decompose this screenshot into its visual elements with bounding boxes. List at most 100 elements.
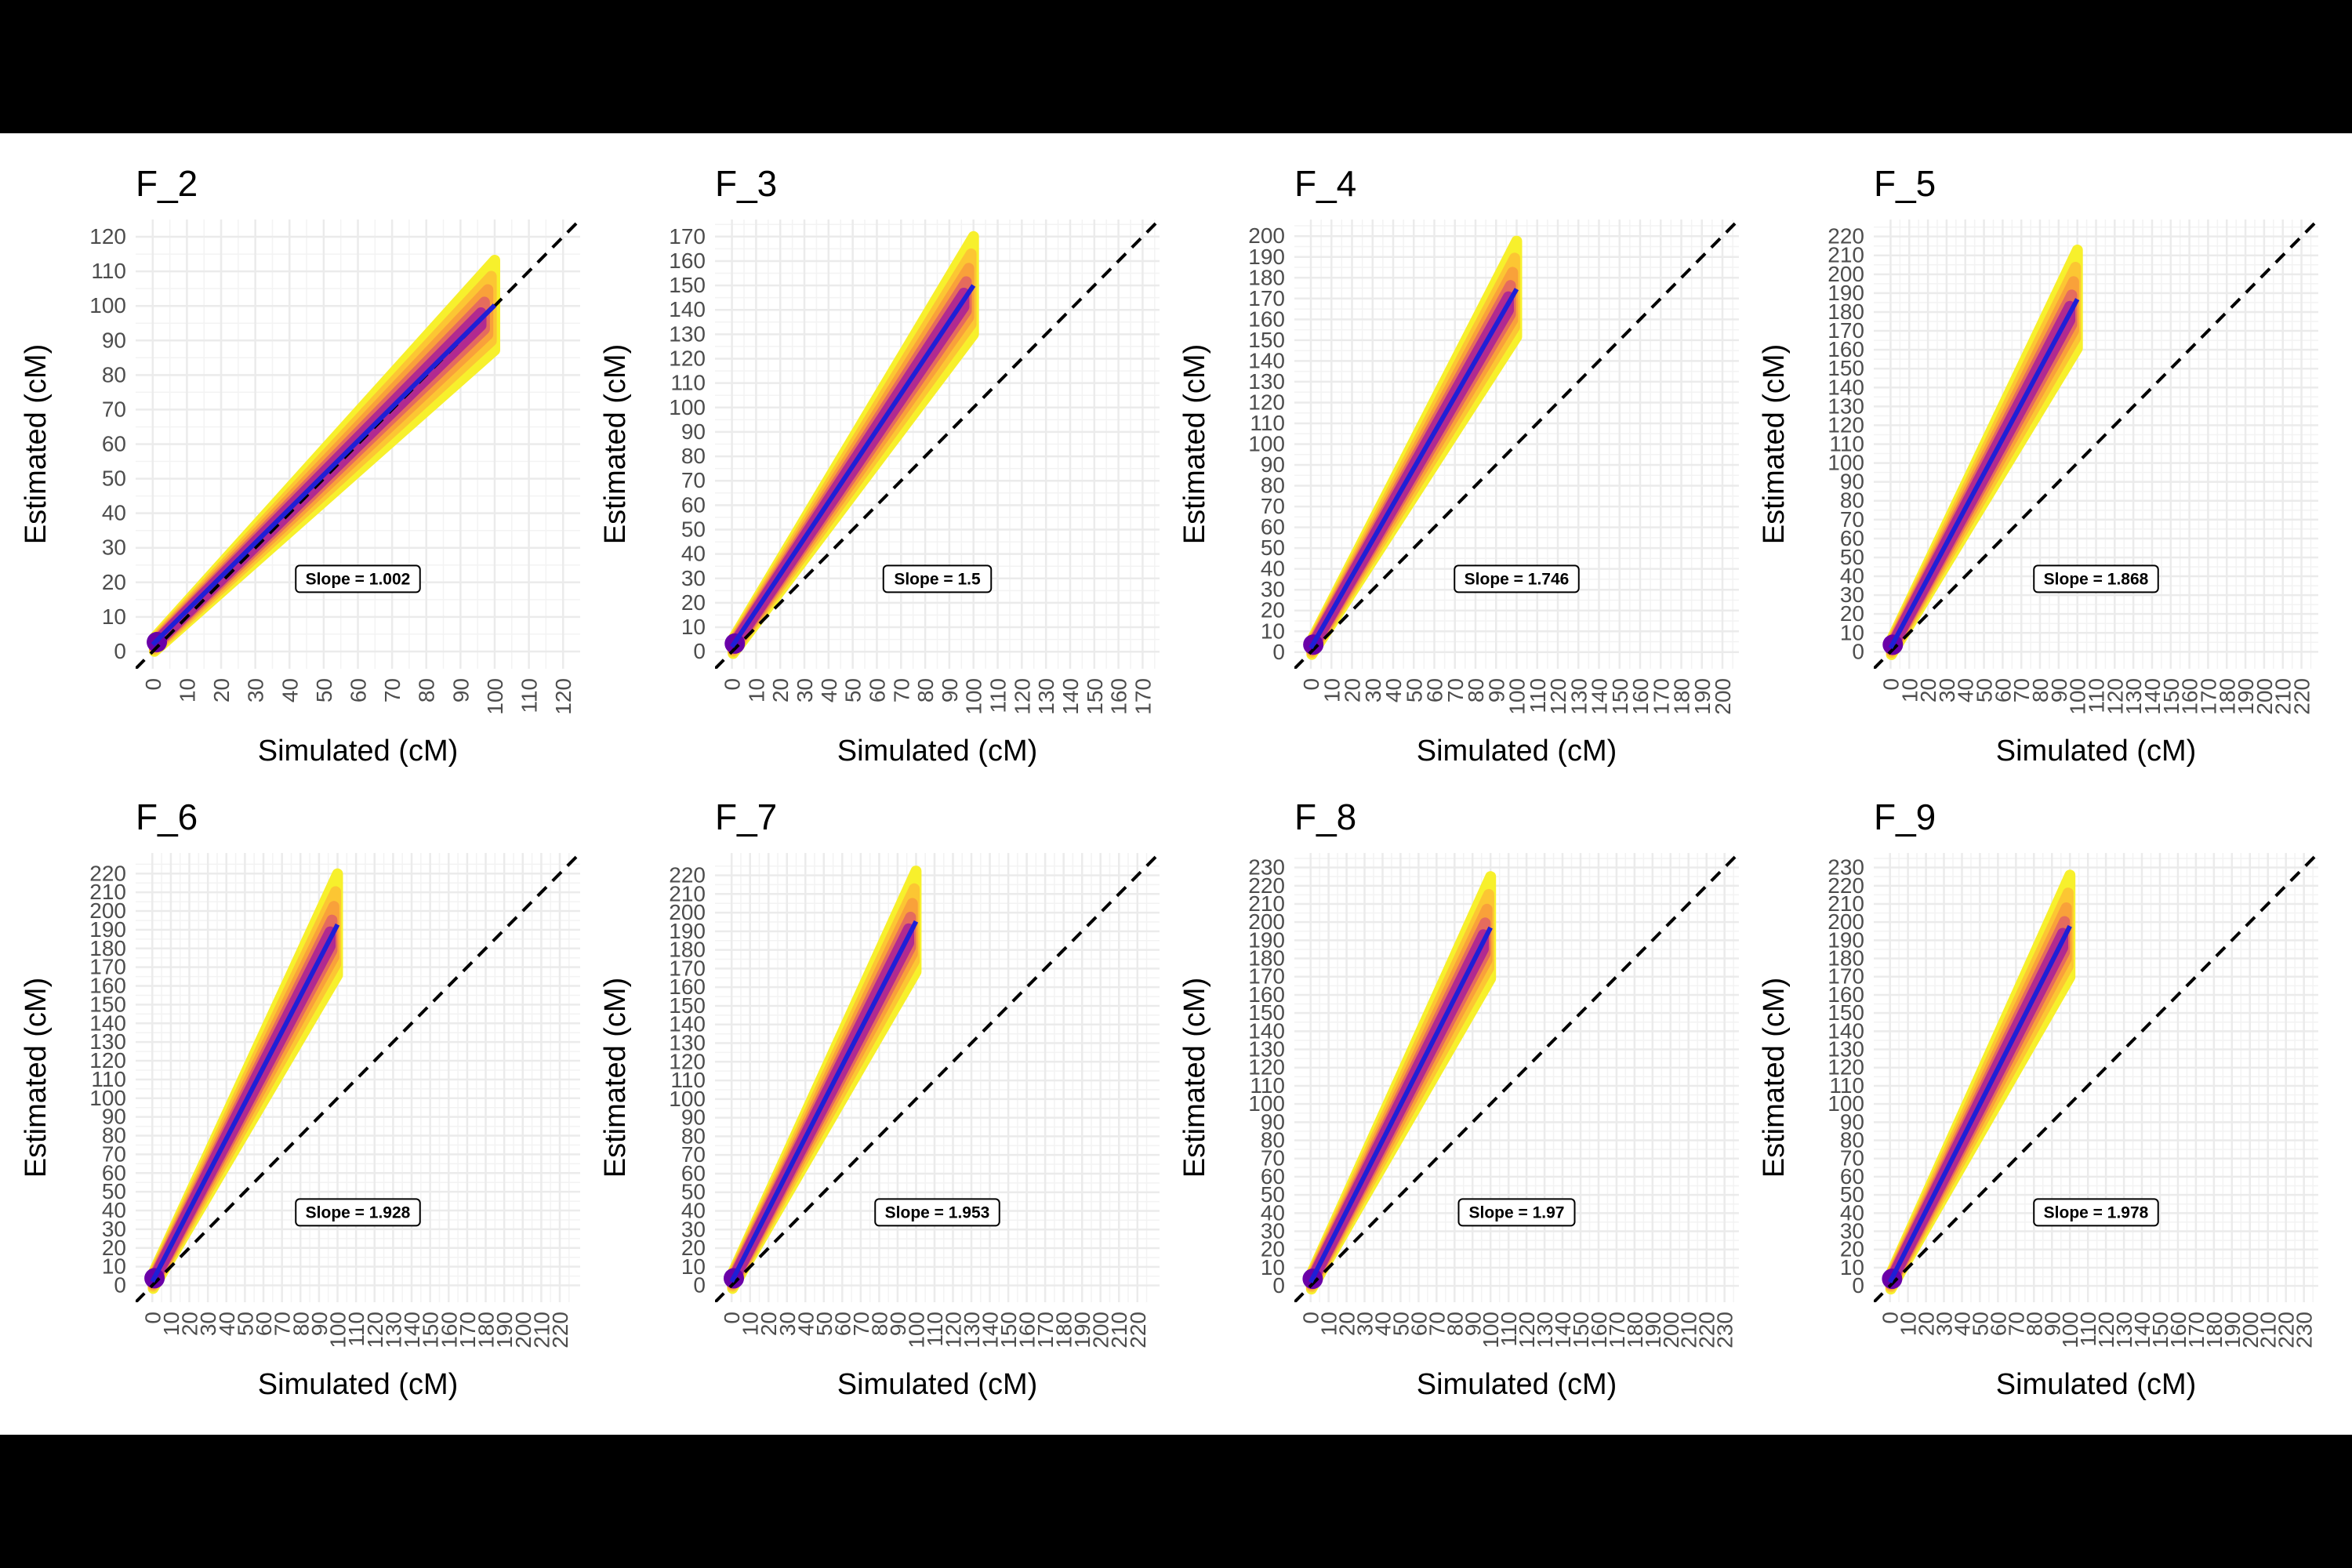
y-tick-label: 100 bbox=[89, 1086, 126, 1110]
x-tick-label: 10 bbox=[744, 678, 768, 702]
y-tick-label: 70 bbox=[1840, 507, 1864, 532]
y-tick-label: 40 bbox=[681, 542, 706, 566]
y-tick-label: 120 bbox=[1248, 1055, 1285, 1080]
y-tick-label: 70 bbox=[102, 397, 126, 421]
x-tick-label: 180 bbox=[1670, 678, 1694, 715]
panel-F_6: Slope = 1.928010203040506070809010011012… bbox=[20, 797, 580, 1401]
y-tick-label: 150 bbox=[1248, 328, 1285, 352]
x-tick-label: 170 bbox=[1131, 678, 1155, 715]
y-tick-label: 200 bbox=[1828, 262, 1864, 286]
y-axis-title: Estimated (cM) bbox=[599, 978, 632, 1178]
y-tick-label: 220 bbox=[1828, 224, 1864, 249]
x-tick-label: 50 bbox=[812, 1312, 837, 1336]
x-tick-label: 70 bbox=[2009, 678, 2034, 702]
x-tick-label: 130 bbox=[381, 1312, 405, 1348]
y-tick-label: 170 bbox=[669, 956, 706, 980]
y-tick-label: 180 bbox=[1248, 946, 1285, 971]
y-tick-label: 170 bbox=[1828, 964, 1864, 989]
y-tick-label: 110 bbox=[1250, 411, 1285, 435]
y-tick-label: 20 bbox=[681, 1236, 706, 1260]
y-tick-label: 10 bbox=[102, 604, 126, 629]
x-tick-label: 150 bbox=[419, 1312, 443, 1348]
x-tick-label: 80 bbox=[867, 1312, 891, 1336]
y-tick-label: 200 bbox=[1248, 223, 1285, 248]
y-tick-label: 140 bbox=[1248, 348, 1285, 372]
figure: Slope = 1.002 0 10 20 30 40 50 60 70 80 90 100 110 12… bbox=[0, 133, 2352, 1435]
x-tick-label: 90 bbox=[1484, 678, 1508, 702]
density-cloud bbox=[147, 255, 500, 657]
y-tick-label: 130 bbox=[89, 1029, 126, 1054]
x-tick-label: 110 bbox=[344, 1312, 368, 1347]
panel-title: F_3 bbox=[715, 163, 777, 204]
y-tick-label: 140 bbox=[1828, 375, 1864, 399]
y-tick-label: 110 bbox=[91, 259, 126, 283]
x-tick-label: 40 bbox=[1954, 678, 1978, 702]
y-tick-label: 160 bbox=[89, 974, 126, 998]
y-tick-label: 200 bbox=[1828, 909, 1864, 934]
y-tick-label: 230 bbox=[1248, 855, 1285, 880]
x-tick-label: 0 bbox=[720, 1312, 744, 1324]
x-tick-label: 130 bbox=[2112, 1312, 2136, 1348]
y-tick-label: 200 bbox=[89, 898, 126, 923]
x-tick-label: 180 bbox=[2215, 678, 2239, 715]
x-tick-label: 140 bbox=[1058, 678, 1083, 715]
x-tick-label: 120 bbox=[551, 678, 575, 715]
y-tick-label: 120 bbox=[669, 1049, 706, 1073]
x-tick-label: 70 bbox=[1425, 1312, 1449, 1336]
x-axis-title: Simulated (cM) bbox=[258, 1368, 459, 1401]
y-tick-label: 130 bbox=[669, 1031, 706, 1055]
panel-title: F_5 bbox=[1874, 163, 1936, 204]
x-tick-label: 70 bbox=[380, 678, 405, 702]
x-tick-label: 150 bbox=[1083, 678, 1107, 715]
y-axis-title: Estimated (cM) bbox=[20, 344, 53, 544]
y-tick-label: 20 bbox=[1840, 1237, 1864, 1261]
x-tick-label: 180 bbox=[474, 1312, 499, 1348]
y-tick-label: 80 bbox=[1261, 474, 1285, 498]
x-axis-title: Simulated (cM) bbox=[837, 1368, 1038, 1401]
slope-annotation: Slope = 1.746 bbox=[1465, 570, 1570, 588]
x-tick-label: 230 bbox=[1713, 1312, 1737, 1348]
y-tick-label: 170 bbox=[1248, 964, 1285, 989]
slope-annotation-box bbox=[1454, 564, 1580, 593]
y-tick-label: 130 bbox=[1248, 369, 1285, 394]
x-tick-label: 100 bbox=[326, 1312, 350, 1348]
y-tick-label: 50 bbox=[681, 517, 706, 541]
slope-annotation: Slope = 1.953 bbox=[885, 1203, 990, 1221]
x-tick-label: 90 bbox=[886, 1312, 910, 1336]
y-tick-label: 0 bbox=[114, 639, 126, 663]
y-tick-label: 20 bbox=[102, 570, 126, 594]
y-tick-label: 60 bbox=[102, 432, 126, 456]
x-tick-label: 160 bbox=[1015, 1312, 1040, 1348]
tick-labels: 0102030405060708090100110120130140150160… bbox=[1248, 855, 1737, 1348]
y-tick-label: 20 bbox=[681, 590, 706, 615]
x-tick-label: 80 bbox=[289, 1312, 313, 1336]
y-tick-label: 80 bbox=[102, 362, 126, 387]
x-tick-label: 130 bbox=[1533, 1312, 1557, 1348]
x-tick-label: 30 bbox=[1353, 1312, 1377, 1336]
x-tick-label: 90 bbox=[307, 1312, 332, 1336]
x-tick-label: 90 bbox=[938, 678, 962, 702]
x-tick-label: 200 bbox=[2238, 1312, 2263, 1348]
x-tick-label: 80 bbox=[2022, 1312, 2046, 1336]
x-axis-title: Simulated (cM) bbox=[1996, 735, 2197, 768]
x-tick-label: 150 bbox=[1569, 1312, 1593, 1348]
panel-title: F_4 bbox=[1294, 163, 1356, 204]
x-tick-label: 210 bbox=[2256, 1312, 2281, 1348]
density-cloud bbox=[1882, 869, 2076, 1295]
x-tick-label: 150 bbox=[2159, 678, 2183, 715]
y-axis-title: Estimated (cM) bbox=[20, 978, 53, 1178]
slope-annotation-box bbox=[295, 1198, 421, 1227]
y-tick-label: 120 bbox=[1828, 1055, 1864, 1080]
x-tick-label: 110 bbox=[2085, 678, 2109, 713]
panel-title: F_6 bbox=[136, 797, 198, 837]
fit-line bbox=[729, 920, 919, 1283]
x-tick-label: 230 bbox=[2292, 1312, 2317, 1348]
y-tick-label: 0 bbox=[1272, 1273, 1285, 1298]
x-tick-label: 90 bbox=[2047, 678, 2071, 702]
x-tick-label: 100 bbox=[1505, 678, 1530, 715]
x-tick-label: 190 bbox=[1690, 678, 1715, 715]
x-tick-label: 170 bbox=[1033, 1312, 1058, 1348]
x-tick-label: 100 bbox=[2058, 1312, 2082, 1348]
x-tick-label: 170 bbox=[2184, 1312, 2209, 1348]
y-tick-label: 210 bbox=[669, 881, 706, 906]
